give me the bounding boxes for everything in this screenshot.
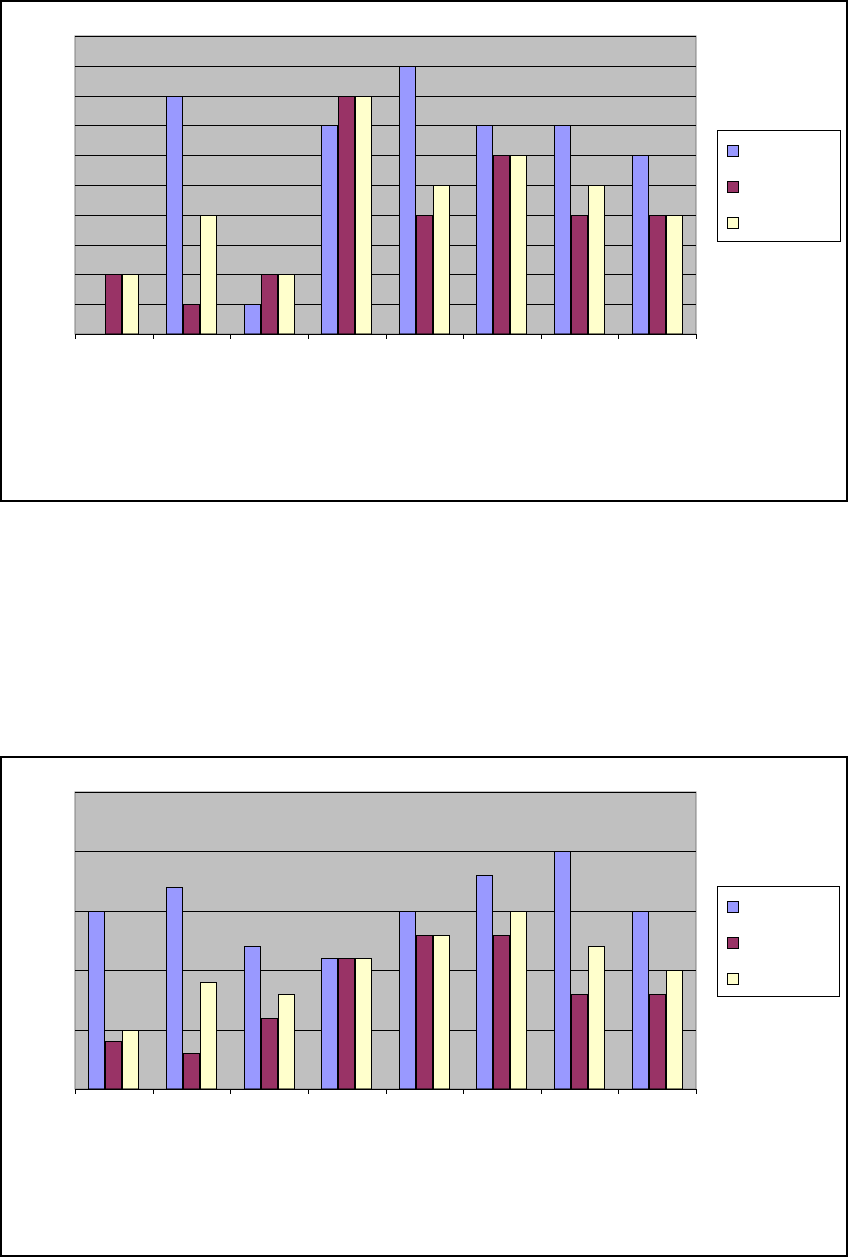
chart-2-legend	[717, 886, 840, 997]
chart-2-bar-s2-c8	[649, 994, 666, 1090]
chart-1-bar-s2-c8	[649, 215, 666, 335]
chart-1	[0, 0, 848, 502]
chart-1-bar-s2-c5	[416, 215, 433, 335]
chart-2-bar-s1-c8	[632, 911, 649, 1090]
chart-1-bar-s3-c6	[510, 155, 527, 335]
chart-2-bar-s3-c7	[588, 946, 605, 1090]
chart-2-legend-item-1	[727, 901, 827, 915]
chart-1-legend-item-1	[727, 145, 827, 159]
chart-2-bar-s1-c5	[399, 911, 416, 1090]
chart-2-bar-s1-c4	[321, 958, 338, 1090]
chart-2-legend-swatch-3	[727, 973, 739, 985]
chart-1-bar-s1-c2	[166, 96, 183, 335]
chart-1-bar-s1-c7	[554, 125, 571, 335]
chart-2	[0, 756, 848, 1257]
chart-2-bar-s2-c5	[416, 935, 433, 1090]
chart-2-legend-swatch-2	[727, 937, 739, 949]
chart-2-bar-s3-c1	[122, 1030, 139, 1090]
chart-1-bar-s3-c7	[588, 185, 605, 335]
chart-2-bar-s1-c6	[476, 875, 493, 1090]
chart-2-bar-s1-c2	[166, 887, 183, 1090]
chart-2-canvas	[74, 791, 697, 1094]
chart-1-bar-s3-c3	[278, 274, 295, 335]
chart-2-bar-s3-c8	[666, 970, 683, 1090]
chart-2-legend-item-2	[727, 937, 827, 951]
chart-1-bar-s2-c3	[261, 274, 278, 335]
chart-2-bar-s2-c4	[338, 958, 355, 1090]
chart-2-bar-s2-c6	[493, 935, 510, 1090]
chart-1-bar-s1-c8	[632, 155, 649, 335]
chart-2-bar-s2-c3	[261, 1018, 278, 1090]
chart-2-bar-s2-c1	[105, 1041, 122, 1090]
chart-2-bar-s3-c5	[433, 935, 450, 1090]
chart-2-bar-s3-c2	[200, 982, 217, 1090]
chart-1-legend-swatch-2	[727, 181, 739, 193]
chart-2-bar-s3-c6	[510, 911, 527, 1090]
chart-1-legend-swatch-1	[727, 145, 739, 157]
chart-1-bar-s3-c5	[433, 185, 450, 335]
chart-2-legend-item-3	[727, 973, 827, 987]
chart-2-bar-s3-c4	[355, 958, 372, 1090]
chart-1-bar-s1-c4	[321, 125, 338, 335]
chart-1-bar-s1-c5	[399, 66, 416, 335]
chart-1-bar-s1-c3	[244, 304, 261, 335]
chart-1-bar-s3-c2	[200, 215, 217, 335]
chart-1-bar-s1-c6	[476, 125, 493, 335]
chart-2-bar-s2-c2	[183, 1053, 200, 1090]
chart-1-bar-s2-c7	[571, 215, 588, 335]
chart-1-bar-s3-c8	[666, 215, 683, 335]
chart-1-bar-s2-c4	[338, 96, 355, 335]
chart-2-bar-s1-c1	[88, 911, 105, 1090]
chart-2-bar-s3-c3	[278, 994, 295, 1090]
chart-1-bar-s2-c2	[183, 304, 200, 335]
chart-1-bar-s2-c6	[493, 155, 510, 335]
chart-1-bar-s3-c4	[355, 96, 372, 335]
chart-1-canvas	[74, 35, 697, 339]
chart-2-bar-s1-c3	[244, 946, 261, 1090]
chart-1-legend-swatch-3	[727, 217, 739, 229]
chart-1-bar-s2-c1	[105, 274, 122, 335]
chart-1-legend	[717, 130, 841, 242]
chart-2-bar-s2-c7	[571, 994, 588, 1090]
chart-1-bar-s3-c1	[122, 274, 139, 335]
chart-2-bar-s1-c7	[554, 851, 571, 1090]
chart-1-legend-item-2	[727, 181, 827, 195]
chart-2-legend-swatch-1	[727, 901, 739, 913]
chart-1-legend-item-3	[727, 217, 827, 231]
